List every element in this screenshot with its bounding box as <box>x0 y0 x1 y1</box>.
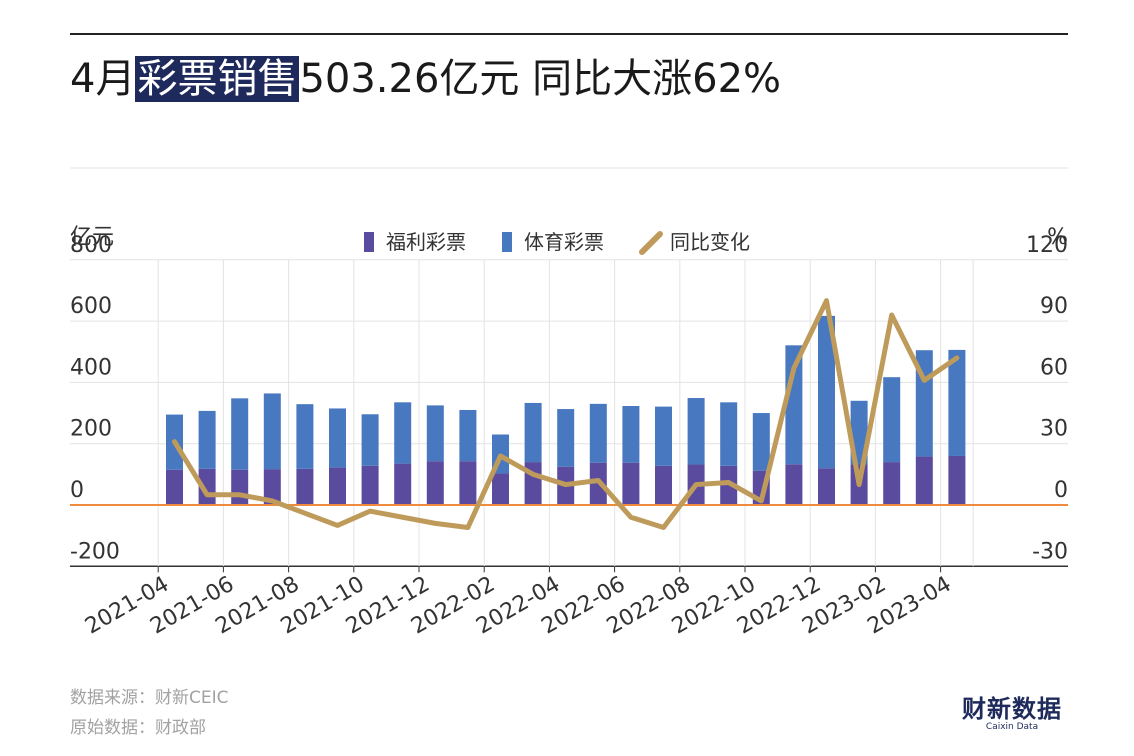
bar-welfare <box>231 469 249 505</box>
bar-sports <box>948 349 966 456</box>
top-rule <box>70 33 1068 35</box>
bar-sports <box>426 405 444 462</box>
right-axis-tick-label: 30 <box>1040 417 1068 442</box>
bar-sports <box>687 398 705 465</box>
left-axis-tick-label: 0 <box>70 478 84 503</box>
right-axis-tick-label: -30 <box>1032 539 1068 564</box>
bar-welfare <box>883 462 901 505</box>
bar-sports <box>524 402 542 463</box>
bar-welfare <box>622 462 640 505</box>
legend-label-sports: 体育彩票 <box>524 230 604 254</box>
title-highlight: 彩票销售 <box>135 56 300 102</box>
bar-sports <box>394 402 412 464</box>
chart-title: 4月彩票销售503.26亿元 同比大涨62% <box>70 50 781 108</box>
bar-welfare <box>492 473 509 505</box>
lottery-sales-chart: 800 120 600 90 400 60 200 30 0 0 -200 -30 亿元 % 福利彩票 体育彩… <box>70 167 1068 639</box>
data-source: 数据来源：财新CEIC <box>70 688 229 708</box>
bar-welfare <box>361 465 379 505</box>
left-axis-tick-label: 800 <box>70 233 112 258</box>
bar-sports <box>818 315 835 469</box>
bar-welfare <box>915 456 933 505</box>
legend-swatch-welfare <box>364 232 374 252</box>
bar-sports <box>231 398 249 470</box>
bar-welfare <box>426 461 444 505</box>
bar-welfare <box>655 465 672 505</box>
bar-sports <box>296 404 314 469</box>
yoy-line <box>172 298 960 530</box>
bar-sports <box>589 403 607 463</box>
left-axis-tick-label: 400 <box>70 355 112 380</box>
bar-welfare <box>459 461 477 505</box>
legend-label-welfare: 福利彩票 <box>386 230 466 254</box>
bar-sports <box>459 409 477 462</box>
bar-sports <box>622 406 640 463</box>
bar-welfare <box>296 468 314 505</box>
title-prefix: 4月 <box>70 56 136 102</box>
bar-welfare <box>785 464 803 505</box>
bar-sports <box>720 402 738 466</box>
legend-label-yoy: 同比变化 <box>670 230 750 254</box>
left-axis-unit: 亿元 <box>70 225 114 250</box>
legend-swatch-yoy <box>639 231 663 255</box>
right-axis-tick-label: 90 <box>1040 294 1068 319</box>
bar-welfare <box>166 469 183 505</box>
bar-sports <box>655 406 672 466</box>
bar-sports <box>263 393 281 470</box>
bar-welfare <box>394 463 412 505</box>
bar-sports <box>883 377 901 463</box>
bar-welfare <box>818 468 835 505</box>
right-axis-unit: % <box>1047 225 1068 250</box>
bar-sports <box>198 410 216 469</box>
bar-sports <box>752 413 770 471</box>
legend-swatch-sports <box>502 232 512 252</box>
title-suffix: 503.26亿元 同比大涨62% <box>299 56 782 102</box>
caixin-data-logo: 财新数据 Caixin Data <box>956 696 1068 732</box>
right-axis-tick-label: 60 <box>1040 355 1068 380</box>
right-axis-tick-label: 0 <box>1054 478 1068 503</box>
left-axis-tick-label: 600 <box>70 294 112 319</box>
bar-welfare <box>948 455 966 505</box>
left-axis-tick-label: 200 <box>70 417 112 442</box>
logo-sub-text: Caixin Data <box>985 722 1039 732</box>
bar-sports <box>329 408 346 468</box>
bar-sports <box>557 409 575 467</box>
bar-welfare <box>329 467 346 505</box>
logo-main-text: 财新数据 <box>962 695 1062 723</box>
left-axis-tick-label: -200 <box>70 539 120 564</box>
right-axis-tick-label: 120 <box>1026 233 1068 258</box>
bar-sports <box>361 414 379 466</box>
raw-data-source: 原始数据：财政部 <box>70 718 206 738</box>
bar-welfare <box>263 469 281 505</box>
